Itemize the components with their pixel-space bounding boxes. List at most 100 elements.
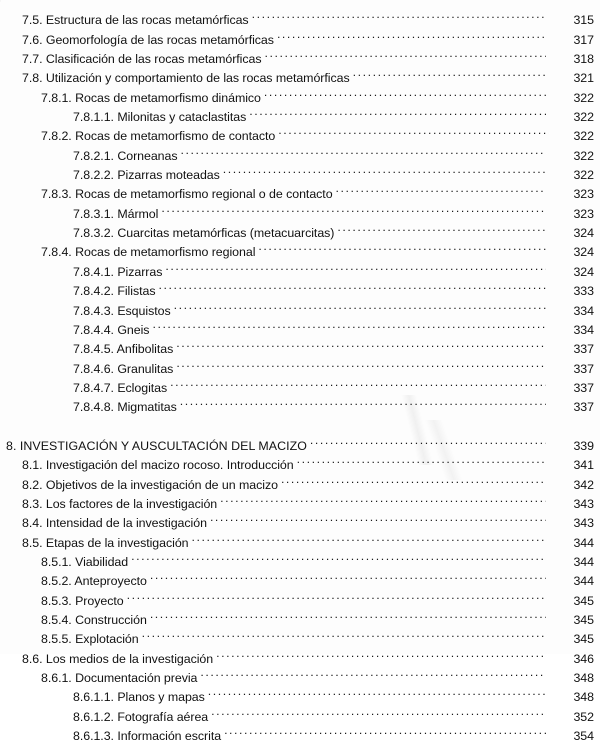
toc-entry-label: 8.1. Investigación del macizo rocoso. In… <box>22 458 294 473</box>
toc-entry[interactable]: 7.8.3.1. Mármol 323 <box>0 198 600 221</box>
toc-entry[interactable]: 8.1. Investigación del macizo rocoso. In… <box>0 450 600 472</box>
toc-entry-page-number: 337 <box>573 342 594 357</box>
toc-entry-page-number: 337 <box>573 361 594 376</box>
toc-entry-label: 8.6.1.2. Fotografía aérea <box>73 709 209 724</box>
toc-entry-page-number: 344 <box>573 574 594 589</box>
toc-leader-dots <box>337 218 546 237</box>
toc-entry-label: 8.6.1.1. Planos y mapas <box>73 690 205 705</box>
toc-leader-dots <box>252 5 546 24</box>
toc-leader-dots <box>249 102 546 121</box>
toc-leader-dots <box>192 527 546 546</box>
toc-entry[interactable]: 7.8.4.3. Esquistos 334 <box>0 295 600 318</box>
toc-entry[interactable]: 7.8.1.1. Milonitas y cataclastitas 322 <box>0 102 600 124</box>
toc-entry-label: 7.6. Geomorfología de las rocas metamórf… <box>22 32 274 47</box>
toc-entry-page-number: 344 <box>573 554 594 569</box>
toc-entry[interactable]: 7.8.4.2. Filistas 333 <box>0 276 600 298</box>
toc-leader-dots <box>336 179 546 198</box>
toc-entry-page-number: 323 <box>573 206 594 221</box>
toc-entry-page-number: 333 <box>573 284 594 299</box>
toc-leader-dots <box>216 643 546 662</box>
toc-leader-dots <box>150 605 546 624</box>
toc-entry-page-number: 337 <box>573 400 594 415</box>
toc-entry-label: 7.8.4.8. Migmatitas <box>73 400 177 415</box>
toc-leader-dots <box>277 24 546 43</box>
toc-entry[interactable]: 8. INVESTIGACIÓN Y AUSCULTACIÓN DEL MACI… <box>0 431 600 453</box>
toc-entry-page-number: 317 <box>573 32 594 47</box>
toc-entry[interactable]: 7.8.4.1. Pizarras 324 <box>0 256 600 279</box>
toc-entry[interactable]: 7.7. Clasificación de las rocas metamórf… <box>0 44 600 66</box>
toc-entry[interactable]: 7.8.4.4. Gneis 334 <box>0 315 600 337</box>
toc-entry-page-number: 345 <box>573 593 594 608</box>
toc-entry-label: 8.2. Objetivos de la investigación de un… <box>22 477 278 492</box>
toc-leader-dots <box>161 198 546 217</box>
toc-entry[interactable]: 7.8.2.2. Pizarras moteadas 322 <box>0 160 600 182</box>
toc-entry-page-number: 322 <box>573 110 594 125</box>
toc-entry-label: 7.8.2.2. Pizarras moteadas <box>73 168 220 183</box>
toc-entry[interactable]: 7.8.2.1. Corneanas 322 <box>0 140 600 163</box>
toc-leader-dots <box>211 701 546 720</box>
table-of-contents: 7.5. Estructura de las rocas metamórfica… <box>0 0 600 654</box>
toc-leader-dots <box>127 585 546 604</box>
toc-entry-page-number: 334 <box>573 322 594 337</box>
toc-leader-dots <box>170 373 546 392</box>
toc-leader-dots <box>176 353 546 372</box>
toc-entry-label: 7.7. Clasificación de las rocas metamórf… <box>22 52 262 67</box>
toc-entry-page-number: 322 <box>573 90 594 105</box>
toc-leader-dots <box>174 295 546 314</box>
toc-entry[interactable]: 8.5.3. Proyecto 345 <box>0 585 600 608</box>
toc-entry-page-number: 345 <box>573 632 594 647</box>
toc-entry-label: 7.8.4.2. Filistas <box>73 284 156 299</box>
toc-entry-page-number: 341 <box>573 458 594 473</box>
toc-entry-page-number: 322 <box>573 129 594 144</box>
toc-leader-dots <box>150 566 546 585</box>
toc-entry[interactable]: 7.8.4.7. Eclogitas 337 <box>0 373 600 395</box>
toc-entry-page-number: 342 <box>573 477 594 492</box>
toc-leader-dots <box>281 469 546 488</box>
toc-entry[interactable]: 8.3. Los factores de la investigación 343 <box>0 489 600 511</box>
toc-entry[interactable]: 7.8.4.8. Migmatitas 337 <box>0 392 600 414</box>
toc-leader-dots <box>224 721 546 740</box>
toc-entry-page-number: 352 <box>573 709 594 724</box>
toc-entry-page-number: 346 <box>573 651 594 666</box>
toc-entry-page-number: 322 <box>573 148 594 163</box>
toc-leader-dots <box>152 315 546 334</box>
toc-entry[interactable]: 8.5.4. Construcción 345 <box>0 605 600 627</box>
toc-entry-label: 7.8.4.4. Gneis <box>73 322 150 337</box>
toc-entry[interactable]: 7.8.4.6. Granulitas 337 <box>0 353 600 376</box>
toc-entry-page-number: 337 <box>573 380 594 395</box>
toc-leader-dots <box>278 121 546 140</box>
toc-entry[interactable]: 8.5. Etapas de la investigación344 <box>0 527 600 550</box>
toc-entry[interactable]: 8.5.5. Explotación 345 <box>0 624 600 646</box>
toc-entry-label: 8.6.1. Documentación previa <box>41 671 198 686</box>
toc-entry[interactable]: 8.5.2. Anteproyecto 344 <box>0 566 600 588</box>
toc-entry-label: 8.5.2. Anteproyecto <box>41 574 147 589</box>
toc-leader-dots <box>142 624 546 643</box>
toc-entry-label: 8.5.4. Construcción <box>41 613 147 627</box>
toc-entry[interactable]: 8.4. Intensidad de la investigación 343 <box>0 508 600 530</box>
toc-entry[interactable]: 7.5. Estructura de las rocas metamórfica… <box>0 5 600 27</box>
toc-entry[interactable]: 8.2. Objetivos de la investigación de un… <box>0 469 600 492</box>
toc-leader-dots <box>264 82 546 101</box>
toc-entry[interactable]: 7.8.4.5. Anfibolitas 337 <box>0 334 600 356</box>
toc-entry[interactable]: 7.8.2. Rocas de metamorfismo de contacto… <box>0 121 600 143</box>
toc-leader-dots <box>210 508 546 527</box>
toc-entry-label: 7.8.4.5. Anfibolitas <box>73 342 174 357</box>
toc-entry[interactable]: 8.5.1. Viabilidad 344 <box>0 547 600 569</box>
toc-entry-label: 7.5. Estructura de las rocas metamórfica… <box>22 13 249 28</box>
toc-entry-page-number: 321 <box>573 71 594 86</box>
toc-entry[interactable]: 7.6. Geomorfología de las rocas metamórf… <box>0 24 600 47</box>
toc-leader-dots <box>131 547 546 566</box>
toc-leader-dots <box>158 276 546 295</box>
toc-leader-dots <box>165 256 546 275</box>
toc-entry-label: 8.6.1.3. Información escrita <box>73 729 222 744</box>
toc-entry-page-number: 345 <box>573 613 594 627</box>
toc-entry[interactable]: 7.8.1. Rocas de metamorfismo dinámico 322 <box>0 82 600 105</box>
toc-leader-dots <box>297 450 546 469</box>
toc-entry-label: 7.8.3.1. Mármol <box>73 206 159 221</box>
toc-entry-label: 8.5.5. Explotación <box>41 632 139 647</box>
toc-entry-page-number: 324 <box>573 226 594 241</box>
toc-leader-dots <box>176 334 546 353</box>
toc-leader-dots <box>181 140 547 159</box>
toc-entry-page-number: 318 <box>573 52 594 67</box>
toc-leader-dots <box>208 682 546 701</box>
